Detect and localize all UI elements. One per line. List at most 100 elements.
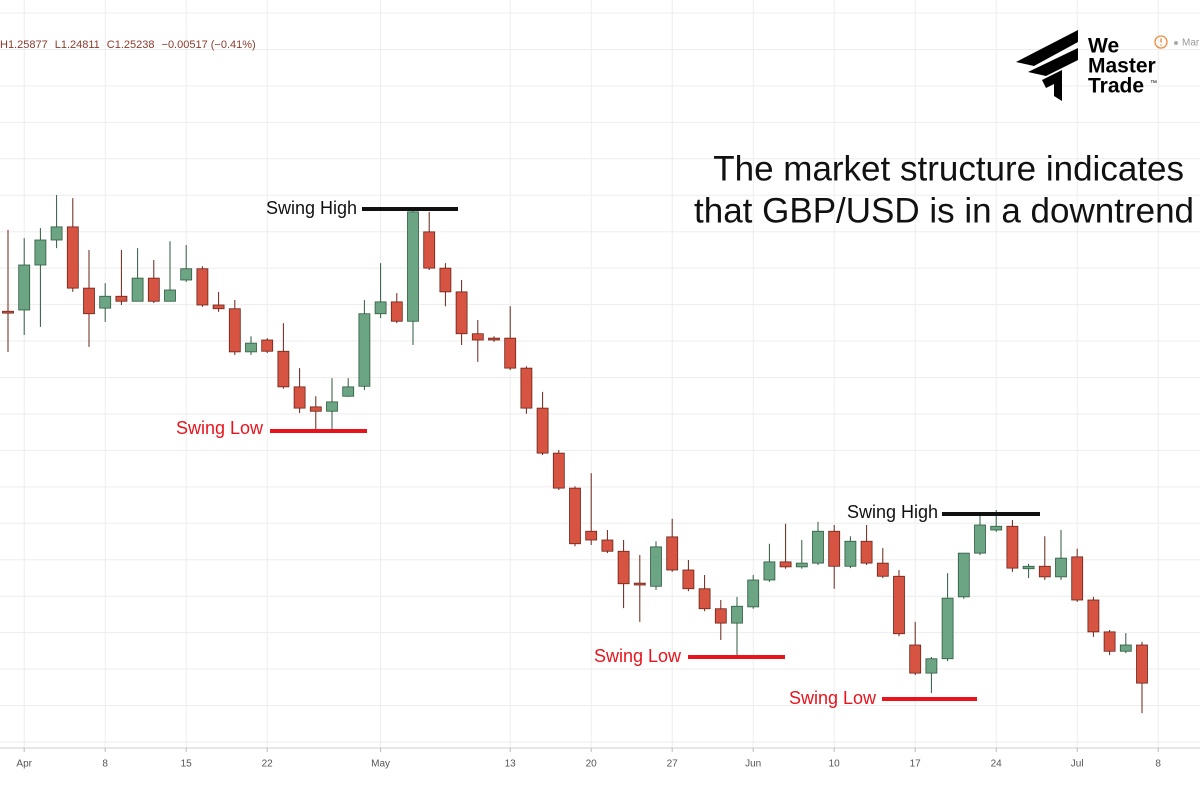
candle-body-down — [828, 530, 841, 567]
x-tick-label: 24 — [991, 759, 1003, 770]
x-tick-label: 8 — [102, 759, 108, 770]
candle-body-up — [374, 301, 387, 315]
candle-body-down — [1087, 599, 1100, 633]
candle-body-down — [666, 536, 679, 571]
x-axis: Apr 8 15 22 May 13 20 27 Jun 10 17 24 Jul 8 — [16, 748, 1161, 770]
candle-body-down — [147, 277, 160, 302]
x-tick-label: 20 — [586, 759, 598, 770]
x-tick-label: Apr — [16, 759, 32, 770]
x-tick-label: 22 — [262, 759, 274, 770]
logo-shape — [1028, 48, 1078, 76]
candle-body-down — [1136, 644, 1148, 684]
candle-body-up — [795, 562, 808, 568]
ohlc-low: L1.24811 — [55, 39, 100, 51]
candle-body-up — [1055, 557, 1067, 578]
candle-body-down — [601, 539, 614, 552]
x-tick-label: 13 — [505, 759, 517, 770]
candle-body-down — [293, 386, 306, 409]
candle-body-down — [471, 333, 484, 341]
candle-body-up — [164, 289, 176, 302]
candle-body-down — [682, 569, 695, 590]
candle-body-down — [552, 452, 565, 489]
candle-body-down — [439, 267, 452, 293]
candle-body-down — [455, 291, 468, 335]
logo-trademark: ™ — [1150, 80, 1157, 87]
logo: We Master Trade ™ — [1016, 30, 1157, 101]
annotations: Swing High Swing Low Swing Low Swing High Sw… — [176, 198, 1040, 708]
candle-body-down — [585, 530, 598, 541]
candle-body-up — [34, 239, 47, 266]
candle-body-down — [390, 301, 403, 322]
logo-text: We — [1088, 35, 1119, 58]
candle-body-down — [1103, 631, 1116, 652]
candle-body-down — [779, 561, 792, 568]
logo-text: Trade — [1088, 75, 1144, 98]
candle-body-down — [261, 339, 274, 352]
candle-body-down — [423, 231, 436, 269]
candle-body-up — [941, 597, 954, 660]
candle-body-down — [115, 295, 128, 302]
alert-icon — [1154, 35, 1168, 49]
candle-body-down — [536, 407, 549, 454]
candle-body-up — [358, 313, 371, 387]
x-tick-label: Jul — [1071, 759, 1084, 770]
candle-body-up — [763, 561, 776, 581]
alert-icon-dot — [1160, 44, 1162, 46]
candle-body-up — [131, 277, 144, 302]
candle-body-up — [731, 605, 743, 624]
candle-body-down — [228, 308, 241, 353]
candle-body-down — [617, 550, 630, 585]
grid — [0, 0, 1200, 748]
candle-body-down — [66, 226, 79, 289]
ohlc-close: C1.25238 — [107, 39, 155, 51]
candles — [2, 195, 1148, 714]
candle-body-down — [2, 310, 14, 314]
swing-label: Swing High — [266, 198, 357, 218]
ohlc-change: −0.00517 (−0.41%) — [162, 39, 256, 51]
x-tick-label: 10 — [829, 759, 841, 770]
swing-label: Swing Low — [176, 418, 264, 438]
candle-body-up — [1022, 565, 1035, 570]
candle-body-up — [326, 401, 338, 412]
candle-body-up — [1119, 644, 1132, 652]
candle-body-down — [1038, 565, 1051, 578]
candle-body-down — [520, 367, 533, 409]
x-tick-label: Jun — [745, 759, 761, 770]
candle-body-down — [1006, 525, 1019, 569]
candle-body-down — [698, 588, 711, 610]
candle-body-up — [974, 524, 986, 554]
candle-body-up — [747, 579, 760, 608]
candle-body-down — [309, 406, 322, 412]
ohlc-header: H1.25877 L1.24811 C1.25238 −0.00517 (−0.41%… — [0, 39, 256, 51]
x-tick-label: May — [371, 759, 390, 770]
menu-fragment: Mar — [1182, 38, 1200, 49]
headline: that GBP/USD is in a downtrend — [694, 191, 1194, 230]
candle-body-up — [50, 226, 63, 241]
candle-body-down — [1071, 556, 1084, 601]
logo-text: Master — [1088, 55, 1156, 78]
candle-body-up — [99, 295, 112, 309]
headline: The market structure indicates — [713, 149, 1184, 188]
candle-body-down — [196, 268, 209, 306]
candle-body-up — [180, 268, 193, 281]
swing-label: Swing Low — [789, 688, 877, 708]
candle-body-down — [860, 540, 873, 564]
menu-dot — [1174, 41, 1178, 45]
candle-body-up — [342, 386, 355, 397]
candle-body-up — [18, 264, 31, 311]
x-tick-label: 8 — [1155, 759, 1161, 770]
candle-body-up — [957, 552, 970, 598]
candle-body-down — [893, 575, 905, 635]
candle-body-down — [633, 582, 646, 586]
candle-body-up — [925, 658, 938, 674]
candle-body-down — [277, 350, 290, 388]
candle-body-up — [650, 546, 662, 587]
candle-body-down — [488, 337, 500, 341]
x-tick-label: 15 — [181, 759, 193, 770]
logo-shape — [1016, 30, 1078, 66]
x-tick-label: 27 — [667, 759, 679, 770]
swing-label: Swing High — [847, 502, 938, 522]
swing-label: Swing Low — [594, 646, 682, 666]
x-tick-label: 17 — [910, 759, 922, 770]
